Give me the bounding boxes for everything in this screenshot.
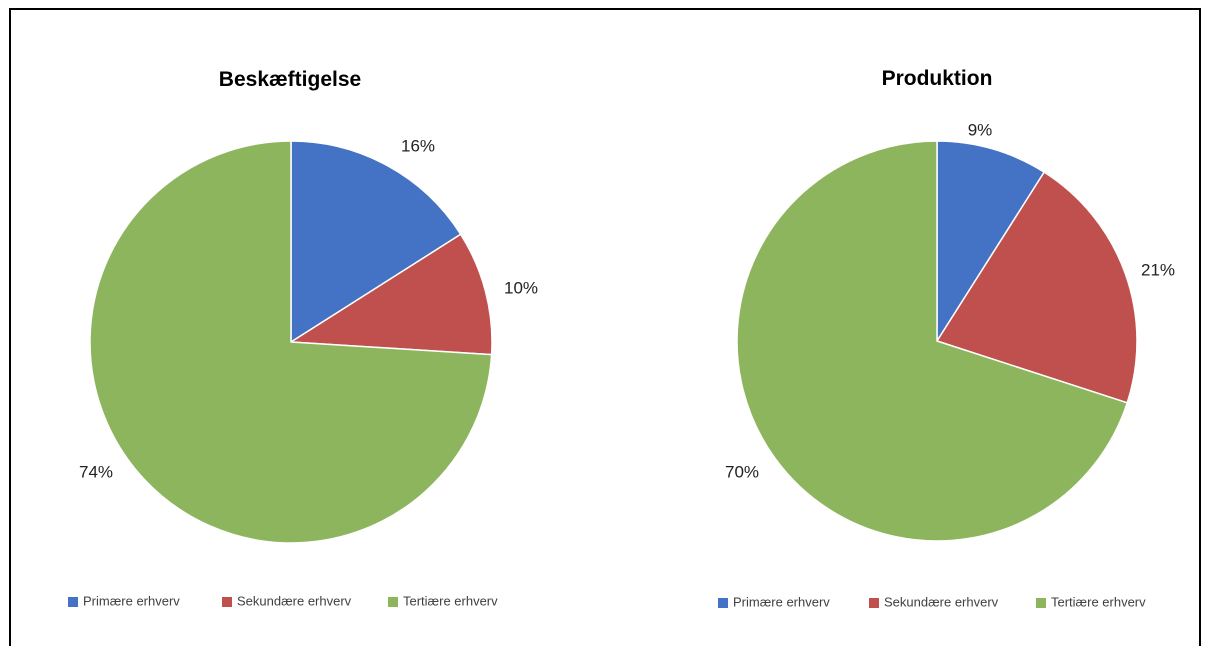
chart-beskaeftigelse: 16% 10% 74% Primære erhverv Sekundære erhver… — [68, 68, 538, 608]
data-label-primaere-erhverv: 16% — [401, 136, 435, 155]
frame-border-top — [9, 8, 1201, 10]
legend-swatch-primaere-erhverv — [68, 597, 78, 607]
pie-slice-primaere-erhverv — [936, 140, 1045, 342]
chart-title: Produktion — [882, 67, 993, 90]
frame-border-right — [1199, 8, 1201, 646]
data-label-sekundaere-erhverv: 21% — [1141, 260, 1175, 279]
legend-label-sekundaere-erhverv: Sekundære erhverv — [884, 594, 999, 609]
pie-slice-primaere-erhverv — [290, 140, 462, 343]
frame-border-left — [9, 8, 11, 646]
chart-produktion: 9% 21% 70% Primære erhverv Sekundære erhverv… — [718, 67, 1175, 609]
data-label-tertiaere-erhverv: 70% — [725, 462, 759, 481]
chart-title: Beskæftigelse — [219, 68, 361, 91]
legend-label-sekundaere-erhverv: Sekundære erhverv — [237, 593, 352, 608]
legend-label-primaere-erhverv: Primære erhverv — [83, 593, 180, 608]
data-label-tertiaere-erhverv: 74% — [79, 462, 113, 481]
legend-swatch-sekundaere-erhverv — [222, 597, 232, 607]
pie-slice-tertiaere-erhverv — [736, 140, 1128, 542]
data-label-sekundaere-erhverv: 10% — [504, 278, 538, 297]
legend-label-tertiaere-erhverv: Tertiære erhverv — [403, 593, 498, 608]
pie-slice-sekundaere-erhverv — [290, 233, 493, 356]
legend-swatch-sekundaere-erhverv — [869, 598, 879, 608]
legend-swatch-tertiaere-erhverv — [388, 597, 398, 607]
legend-swatch-tertiaere-erhverv — [1036, 598, 1046, 608]
legend-label-tertiaere-erhverv: Tertiære erhverv — [1051, 594, 1146, 609]
data-label-primaere-erhverv: 9% — [968, 120, 993, 139]
legend-label-primaere-erhverv: Primære erhverv — [733, 594, 830, 609]
legend-swatch-primaere-erhverv — [718, 598, 728, 608]
pie-slice-sekundaere-erhverv — [936, 171, 1138, 404]
pie-slice-tertiaere-erhverv — [89, 140, 493, 544]
